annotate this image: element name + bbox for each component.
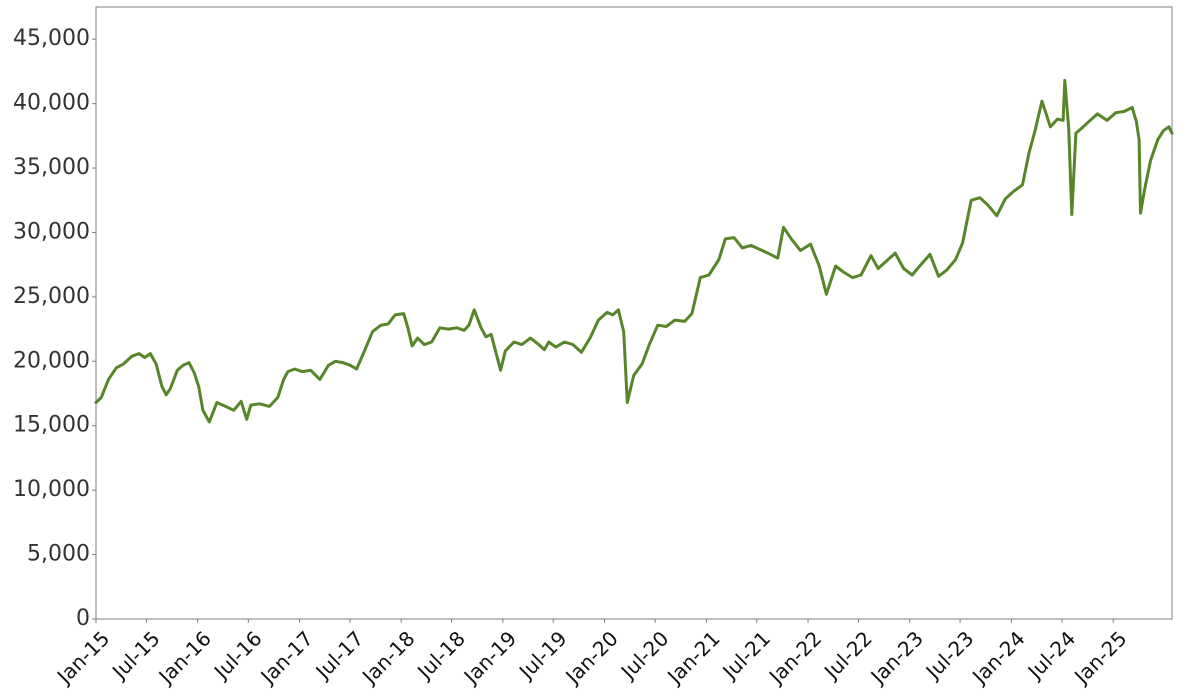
x-tick-label: Jan-21 [661, 626, 724, 689]
x-tick-label: Jan-22 [763, 626, 826, 689]
series-line [94, 78, 1174, 424]
y-tick-label: 5,000 [27, 542, 90, 567]
y-tick-label: 20,000 [13, 348, 90, 373]
y-tick-label: 0 [76, 606, 90, 631]
y-tick-label: 35,000 [13, 155, 90, 180]
x-tick-label: Jan-18 [356, 626, 419, 689]
x-tick-label: Jul-16 [208, 626, 267, 685]
x-tick-label: Jul-15 [106, 626, 165, 685]
x-tick-label: Jan-17 [255, 626, 318, 689]
x-axis-ticks: Jan-15Jul-15Jan-16Jul-16Jan-17Jul-17Jan-… [51, 619, 1132, 690]
x-tick-label: Jan-23 [865, 626, 928, 689]
y-tick-label: 30,000 [13, 219, 90, 244]
x-tick-label: Jul-17 [310, 626, 369, 685]
y-tick-label: 10,000 [13, 477, 90, 502]
x-tick-label: Jan-25 [1068, 626, 1131, 689]
y-tick-label: 15,000 [13, 413, 90, 438]
y-tick-label: 45,000 [13, 26, 90, 51]
x-tick-label: Jan-16 [153, 626, 216, 689]
x-tick-label: Jan-20 [559, 626, 622, 689]
x-tick-label: Jul-24 [1022, 626, 1081, 685]
x-tick-label: Jul-18 [411, 626, 470, 685]
plot-area [95, 6, 1173, 620]
x-tick-label: Jul-21 [717, 626, 776, 685]
x-tick-label: Jan-24 [966, 626, 1029, 689]
x-tick-label: Jan-15 [51, 626, 114, 689]
y-tick-label: 25,000 [13, 284, 90, 309]
x-tick-label: Jul-23 [920, 626, 979, 685]
y-axis-ticks: 0 5,000 10,000 15,000 20,000 25,000 30,000 35,0… [13, 26, 96, 631]
y-tick-label: 40,000 [13, 91, 90, 116]
x-tick-label: Jan-19 [458, 626, 521, 689]
x-tick-label: Jul-19 [513, 626, 572, 685]
x-tick-label: Jul-22 [818, 626, 877, 685]
x-tick-label: Jul-20 [615, 626, 674, 685]
